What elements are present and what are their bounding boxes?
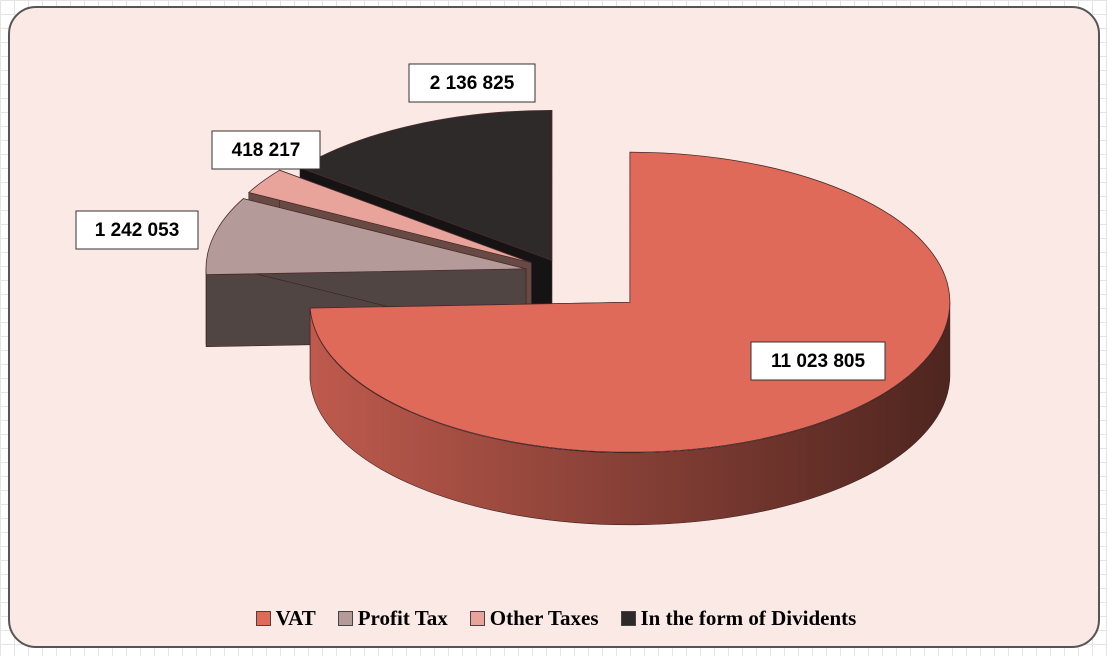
value-label-box (211, 130, 321, 170)
legend-item: VAT (255, 606, 316, 631)
legend-swatch (469, 611, 485, 626)
chart-frame: 11 023 805 1 242 053 418 217 2 136 825 VAT P… (8, 6, 1100, 648)
value-label: 418 217 (232, 140, 301, 161)
value-label: 11 023 805 (771, 351, 865, 372)
pie-slice (247, 169, 532, 264)
value-label: 1 242 053 (95, 220, 180, 241)
legend-label: Profit Tax (357, 606, 448, 630)
chart: 11 023 805 1 242 053 418 217 2 136 825 (75, 63, 951, 526)
pie-slice (205, 198, 527, 276)
legend-label: Other Taxes (489, 606, 599, 630)
value-label-box (408, 63, 536, 103)
legend: VAT Profit Tax Other Taxes In the form of D… (10, 606, 1098, 631)
value-label: 2 136 825 (430, 73, 515, 94)
value-label-box (75, 210, 199, 250)
legend-label: VAT (275, 606, 316, 630)
slice-side (309, 302, 951, 526)
legend-swatch (620, 611, 636, 626)
legend-swatch (255, 611, 271, 626)
value-label-box (750, 341, 886, 381)
legend-swatch (337, 611, 353, 626)
legend-label: In the form of Dividents (640, 606, 857, 630)
legend-item: Profit Tax (337, 606, 448, 631)
legend-item: Other Taxes (469, 606, 599, 631)
legend-item: In the form of Dividents (620, 606, 857, 631)
